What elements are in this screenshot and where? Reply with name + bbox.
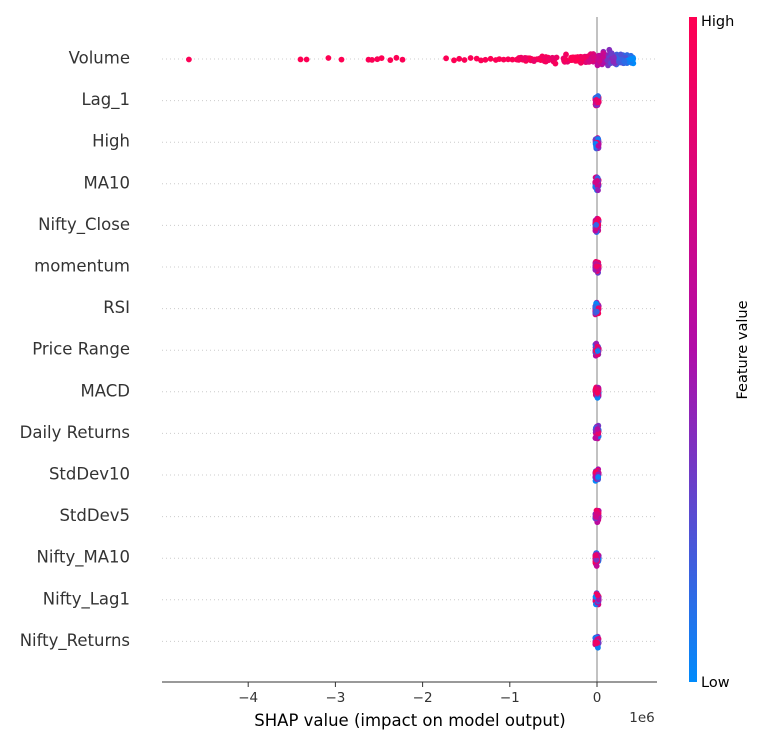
shap-dot: [593, 640, 600, 647]
shap-dot: [325, 55, 332, 61]
shap-dot: [500, 56, 507, 63]
shap-dot: [628, 56, 635, 62]
shap-dot: [531, 58, 537, 64]
shap-dot: [594, 426, 601, 432]
shap-dot: [461, 57, 468, 63]
shap-dot: [595, 430, 602, 437]
shap-dot: [593, 563, 600, 569]
x-tick-label: −2: [413, 690, 433, 706]
feature-label: StdDev5: [59, 506, 130, 525]
shap-dot: [496, 56, 503, 62]
x-tick-label: −3: [325, 690, 345, 706]
shap-dot: [594, 592, 601, 598]
shap-dot: [592, 435, 599, 441]
shap-dot: [593, 263, 600, 270]
shap-dot: [487, 55, 494, 62]
shap-dot: [522, 55, 529, 62]
x-axis-offset-label: 1e6: [629, 710, 654, 726]
feature-label: Nifty_MA10: [37, 548, 130, 568]
shap-dot: [303, 56, 310, 63]
feature-label: Nifty_Returns: [20, 631, 130, 651]
feature-label: MACD: [81, 381, 130, 400]
shap-dot: [610, 58, 617, 65]
x-axis-title: SHAP value (impact on model output): [254, 711, 565, 730]
shap-dot: [595, 596, 602, 603]
x-axis: −4 −3 −2 −1 0: [162, 681, 657, 706]
colorbar-low-label: Low: [701, 675, 730, 691]
feature-label: Price Range: [32, 340, 130, 359]
shap-dot: [579, 54, 586, 60]
shap-dot: [594, 390, 601, 396]
shap-dot: [569, 56, 575, 62]
shap-dot: [297, 56, 304, 63]
colorbar-gradient: [689, 17, 697, 682]
feature-label: High: [92, 132, 130, 151]
shap-dot: [378, 55, 385, 61]
shap-dot: [617, 51, 624, 58]
shap-dot: [593, 97, 600, 103]
shap-dot: [515, 56, 522, 63]
feature-rows: Volume Lag_1 High MA10 Nifty_Close momentum RS…: [20, 49, 657, 651]
shap-dot: [443, 55, 449, 62]
feature-label: Nifty_Lag1: [43, 589, 130, 609]
feature-label: momentum: [34, 257, 130, 276]
shap-dot: [509, 56, 516, 63]
shap-dot: [586, 58, 592, 64]
feature-label: Lag_1: [81, 90, 130, 110]
shap-dot: [621, 58, 628, 65]
shap-dot: [451, 57, 457, 64]
feature-label: Daily Returns: [20, 423, 130, 442]
shap-dot: [338, 56, 345, 63]
feature-label: Volume: [69, 49, 130, 68]
shap-dot: [590, 54, 597, 60]
x-tick-label: −4: [238, 690, 258, 706]
shap-dot: [399, 56, 406, 63]
shap-dot: [186, 56, 192, 63]
feature-label: RSI: [103, 298, 130, 317]
shap-dot: [369, 57, 375, 63]
shap-dot: [536, 56, 543, 63]
shap-dot: [562, 56, 569, 63]
shap-dot: [456, 55, 463, 62]
colorbar-title: Feature value: [735, 300, 751, 399]
shap-dot: [482, 56, 489, 63]
colorbar: High Low Feature value: [689, 14, 751, 691]
shap-dot: [593, 513, 599, 520]
shap-dot: [593, 556, 600, 563]
shap-dot: [594, 178, 601, 184]
shap-dot: [594, 348, 601, 354]
shap-dots: [186, 46, 637, 651]
shap-dot: [387, 57, 394, 63]
shap-dot: [505, 56, 511, 63]
shap-dot: [595, 187, 601, 194]
feature-label: StdDev10: [49, 465, 130, 484]
shap-dot: [593, 308, 600, 315]
x-tick-label: 0: [593, 690, 602, 706]
colorbar-high-label: High: [701, 14, 734, 30]
shap-dot: [393, 54, 400, 61]
shap-dot: [478, 57, 484, 64]
shap-dot: [467, 55, 474, 61]
feature-label: Nifty_Close: [38, 215, 130, 235]
shap-dot: [545, 57, 552, 64]
shap-dot: [553, 54, 560, 61]
x-tick-label: −1: [500, 690, 520, 706]
shap-dot: [593, 222, 600, 228]
shap-dot: [552, 60, 559, 67]
shap-dot: [600, 50, 607, 56]
shap-dot: [592, 552, 599, 559]
shap-dot: [595, 474, 602, 480]
feature-label: MA10: [83, 173, 130, 192]
shap-dot: [595, 143, 602, 149]
